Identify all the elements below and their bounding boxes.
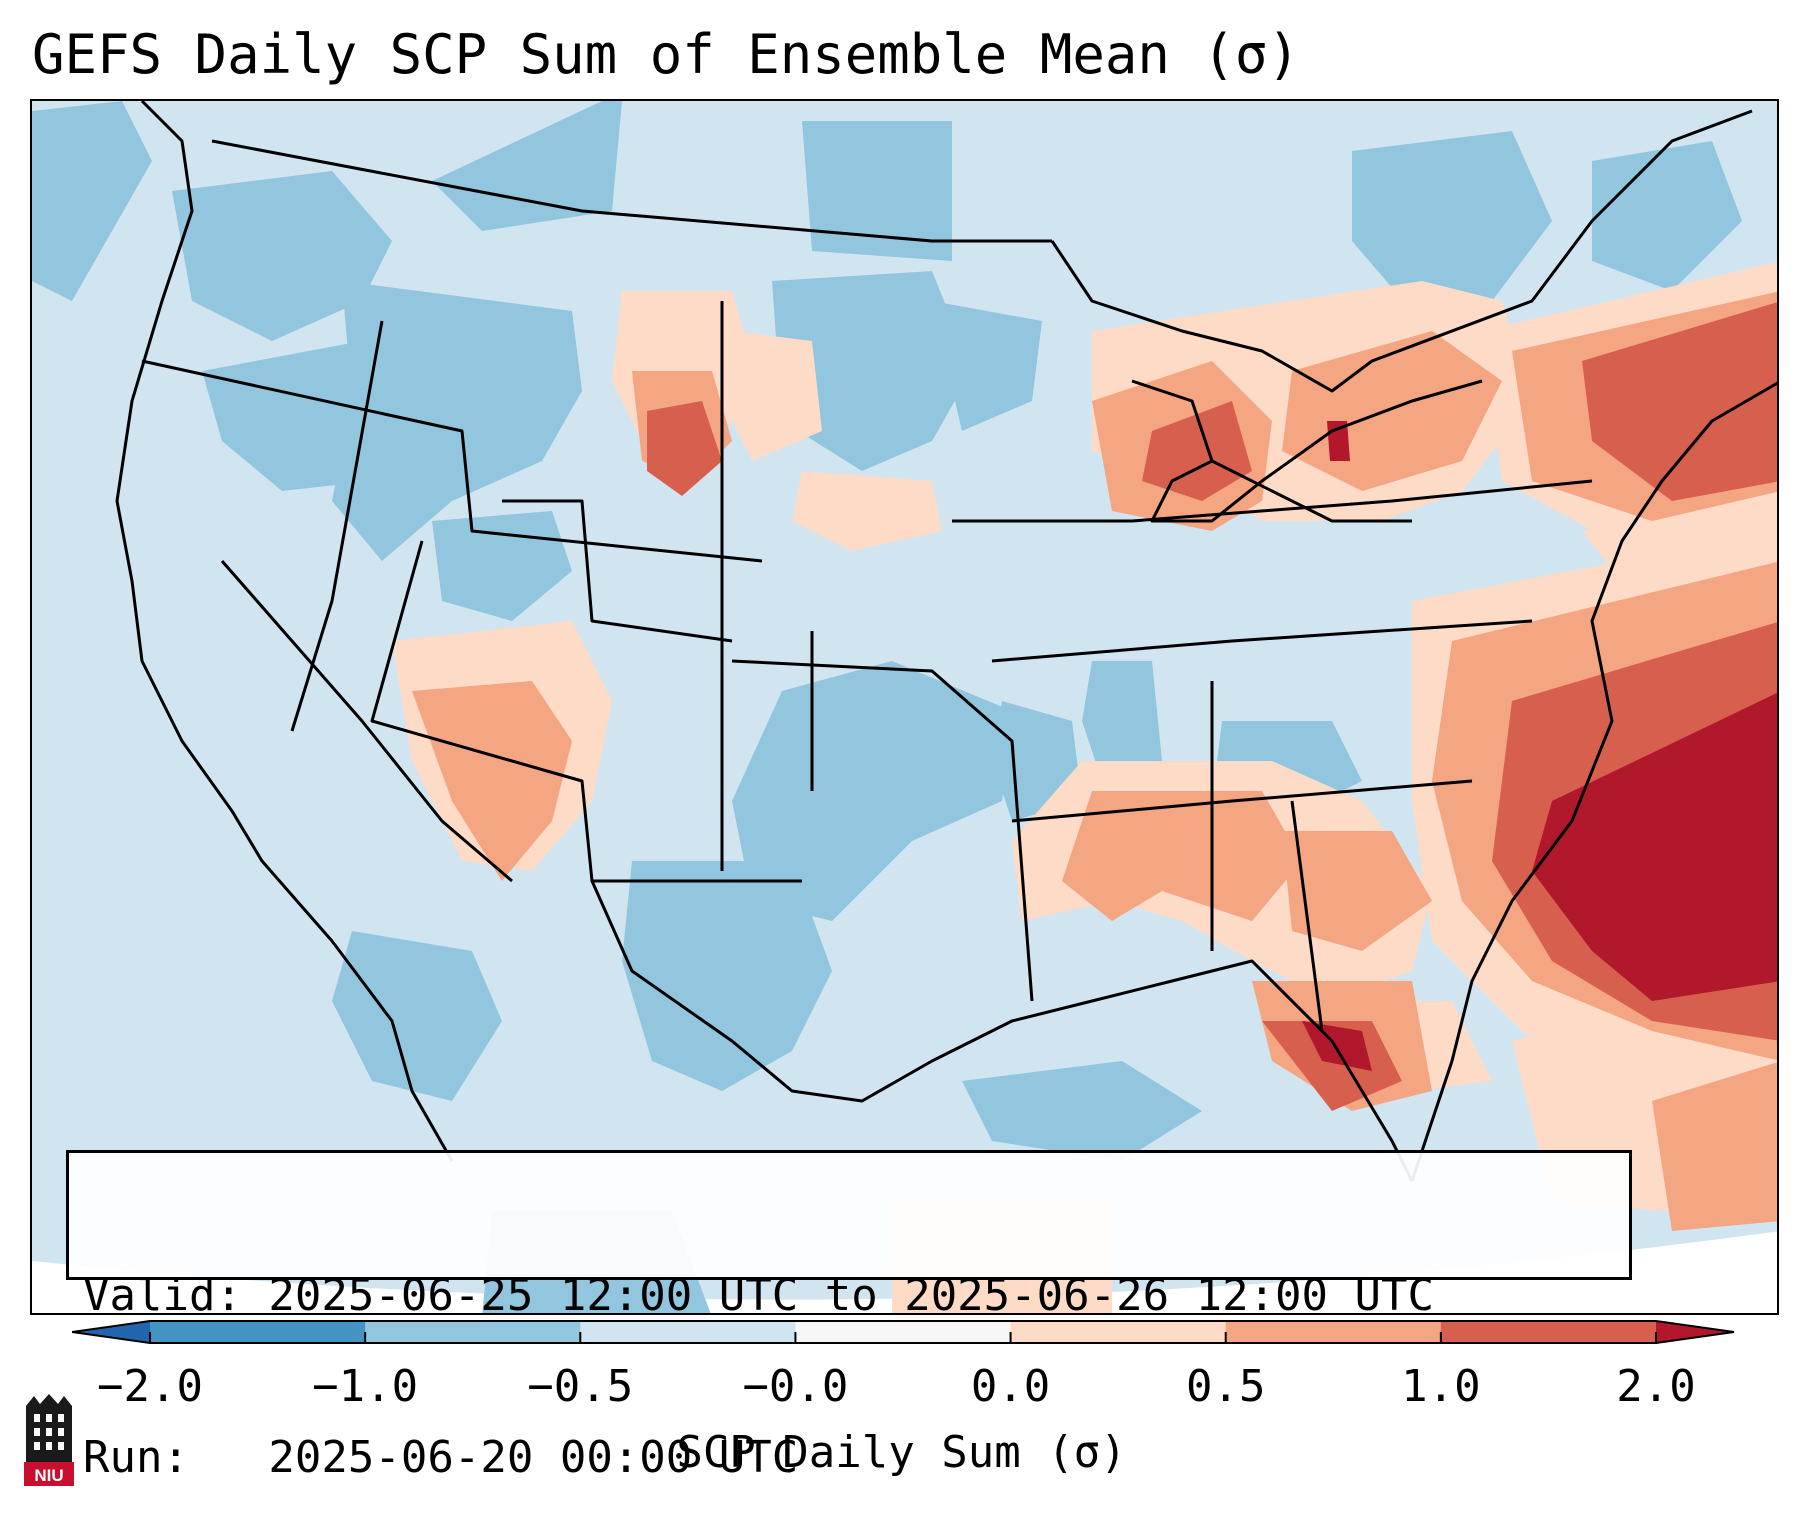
colorbar-tick-label: 2.0 [1616, 1361, 1696, 1412]
west-coast [115, 101, 454, 1162]
colorbar-tick-label: −2.0 [97, 1361, 203, 1412]
state-line-12 [1290, 800, 1324, 1032]
state-line-3 [290, 320, 384, 732]
gulf-coast [590, 880, 1414, 1182]
colorbar-segments [72, 1321, 1734, 1343]
colorbar-segment [795, 1321, 1012, 1343]
colorbar-extend-low [72, 1321, 150, 1343]
state-line-7 [502, 499, 733, 643]
valid-time-text: Valid: 2025-06-25 12:00 UTC to 2025-06-2… [83, 1270, 1435, 1321]
run-time-text: Run: 2025-06-20 00:00 UTC [83, 1432, 799, 1483]
niu-castle-logo-icon: NIU [24, 1394, 74, 1486]
state-line-1 [141, 359, 763, 563]
atlantic-coast [1410, 381, 1777, 1182]
state-line-4 [370, 540, 802, 883]
political-boundaries [115, 101, 1777, 1182]
logo-text: NIU [34, 1466, 63, 1485]
great-lakes-outline [1131, 379, 1483, 523]
field-above-2 [1302, 421, 1777, 1071]
colorbar [72, 1320, 1735, 1344]
state-line-5 [731, 659, 1034, 1002]
colorbar-segment [1010, 1321, 1227, 1343]
colorbar-segment [1225, 1321, 1442, 1343]
colorbar-segment [365, 1321, 581, 1343]
colorbar-segment [580, 1321, 796, 1343]
chart-title: GEFS Daily SCP Sum of Ensemble Mean (σ) [32, 23, 1300, 86]
colorbar-outline [72, 1320, 1735, 1344]
colorbar-segment [150, 1321, 366, 1343]
colorbar-extend-high [1656, 1321, 1734, 1343]
state-line-9 [991, 619, 1533, 663]
colorbar-tick-label: −0.5 [527, 1361, 634, 1412]
state-line-10 [1011, 779, 1473, 823]
validity-info-box: Valid: 2025-06-25 12:00 UTC to 2025-06-2… [66, 1150, 1632, 1483]
northeast-border [1050, 109, 1753, 393]
map-panel [30, 99, 1779, 1315]
colorbar-tick-label: 0.0 [970, 1361, 1051, 1412]
colorbar-tick-label: 0.5 [1185, 1361, 1266, 1412]
colorbar-tick-label: 1.0 [1401, 1361, 1481, 1412]
great-lakes-shore [1211, 459, 1412, 523]
state-line-2 [220, 560, 513, 883]
colorbar-tick-label: −1.0 [312, 1361, 419, 1412]
colorbar-segment [1440, 1321, 1657, 1343]
colorbar-tick-label: −0.0 [742, 1361, 849, 1412]
scp-map [32, 101, 1777, 1313]
field-below-1 [32, 101, 1742, 1313]
colorbar-label: SCP Daily Sum (σ) [676, 1427, 1127, 1478]
projection-edge [32, 1231, 1777, 1313]
state-line-8 [952, 479, 1593, 523]
canada-border [211, 139, 1052, 243]
